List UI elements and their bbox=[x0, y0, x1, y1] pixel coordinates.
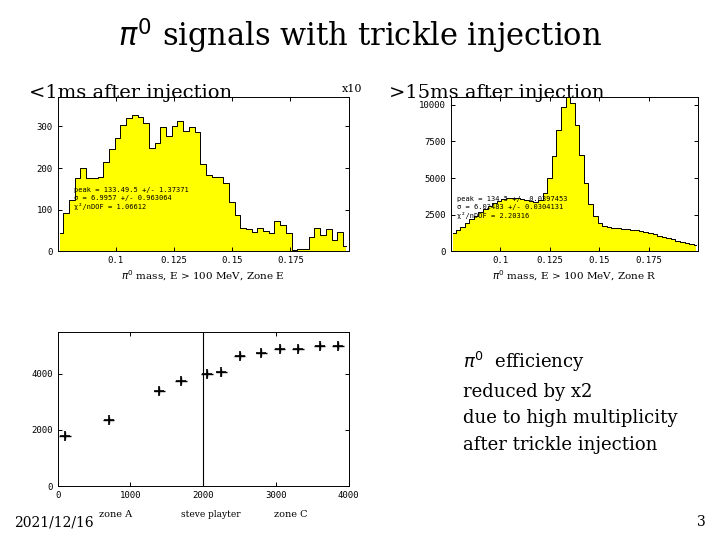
X-axis label: $\pi^0$ mass, E > 100 MeV, Zone R: $\pi^0$ mass, E > 100 MeV, Zone R bbox=[492, 268, 657, 282]
Text: steve playter: steve playter bbox=[181, 510, 240, 519]
Text: zone C: zone C bbox=[274, 510, 307, 519]
Text: $\pi^0$ signals with trickle injection: $\pi^0$ signals with trickle injection bbox=[118, 16, 602, 56]
Text: x10: x10 bbox=[342, 84, 362, 94]
Text: 2021/12/16: 2021/12/16 bbox=[14, 516, 94, 530]
Text: peak = 133.49.5 +/- 1.37371
σ = 6.9957 +/- 0.963064
χ²/nDOF = 1.06612: peak = 133.49.5 +/- 1.37371 σ = 6.9957 +… bbox=[74, 187, 189, 210]
X-axis label: $\pi^0$ mass, E > 100 MeV, Zone E: $\pi^0$ mass, E > 100 MeV, Zone E bbox=[122, 268, 285, 282]
Text: >15ms after injection: >15ms after injection bbox=[389, 84, 604, 102]
Text: $\pi^0$  efficiency
reduced by x2
due to high multiplicity
after trickle injecti: $\pi^0$ efficiency reduced by x2 due to … bbox=[464, 350, 678, 454]
Text: <1ms after injection: <1ms after injection bbox=[29, 84, 232, 102]
Text: peak = 134.5 +/- 0.0397453
σ = 6.02483 +/- 0.0304131
χ²/nDOF = 2.20316: peak = 134.5 +/- 0.0397453 σ = 6.02483 +… bbox=[457, 195, 567, 219]
Text: zone A: zone A bbox=[99, 510, 132, 519]
Text: 3: 3 bbox=[697, 516, 706, 530]
